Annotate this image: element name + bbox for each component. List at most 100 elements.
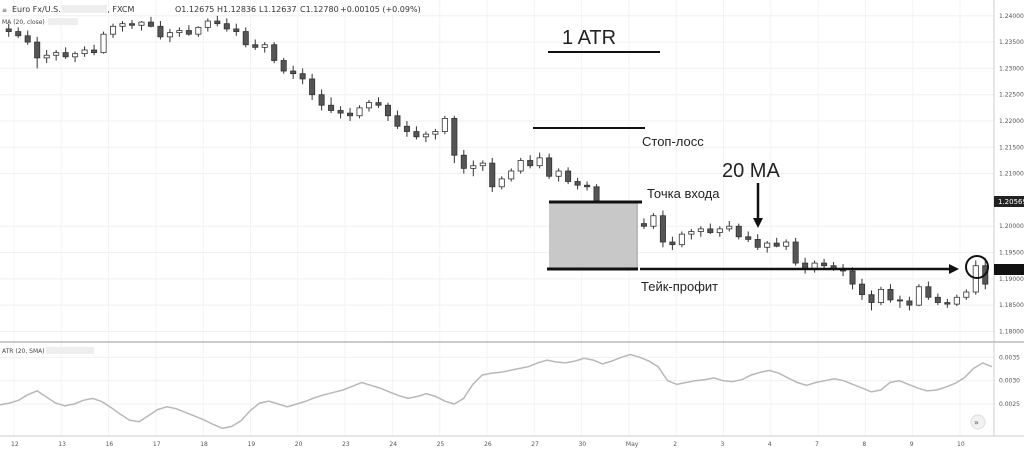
candle-body xyxy=(650,215,657,227)
candle-body xyxy=(849,270,856,285)
price-tick-label: 1.21500 xyxy=(999,144,1024,151)
atr-tick-label: 0.0025 xyxy=(999,401,1020,408)
candle-body xyxy=(688,231,695,235)
candle-body xyxy=(925,286,932,298)
candle-body xyxy=(432,131,439,135)
candle-body xyxy=(697,228,704,232)
price-tick-label: 1.19500 xyxy=(999,250,1024,257)
ohlc-change: +0.00105 (+0.09%) xyxy=(340,5,421,14)
time-tick-label: 25 xyxy=(437,441,445,448)
time-tick-label: 10 xyxy=(957,441,965,448)
candle-body xyxy=(233,28,240,32)
time-tick-label: 27 xyxy=(531,441,539,448)
time-tick-label: May xyxy=(626,441,639,448)
stop-loss-label: Стоп-лосс xyxy=(642,134,704,149)
candle-body xyxy=(119,23,126,27)
price-tick-label: 1.24000 xyxy=(999,13,1024,20)
candle-body xyxy=(451,117,458,156)
candle-body xyxy=(773,242,780,247)
candle-body xyxy=(384,104,391,117)
take-profit-arrowhead xyxy=(949,264,959,274)
candle-body xyxy=(489,162,496,188)
candle-body xyxy=(640,223,647,227)
candle-body xyxy=(508,170,515,180)
candle-body xyxy=(403,125,410,132)
candle-body xyxy=(271,44,278,61)
ma-toolbar-icons[interactable] xyxy=(48,18,78,25)
time-tick-label: 20 xyxy=(295,441,303,448)
candle-body xyxy=(565,170,572,182)
candle-body xyxy=(318,94,325,106)
candle-body xyxy=(821,262,828,267)
scroll-forward-button[interactable] xyxy=(970,414,986,430)
atr-tick-label: 0.0035 xyxy=(999,354,1020,361)
ohlc-low: L1.12637 xyxy=(259,5,297,14)
atr-price-axis[interactable]: 0.0035 0.0030 0.0025 xyxy=(993,342,1020,436)
candle-body xyxy=(128,23,135,26)
candle-body xyxy=(887,288,894,301)
candle-body xyxy=(5,28,12,32)
candle-body xyxy=(394,115,401,127)
candle-body xyxy=(356,107,363,117)
candle-body xyxy=(659,215,666,243)
candle-body xyxy=(223,23,230,30)
price-tick-label: 1.18500 xyxy=(999,302,1024,309)
atr-tick-label: 0.0030 xyxy=(999,378,1020,385)
time-tick-label: 8 xyxy=(862,441,866,448)
candle-body xyxy=(100,33,107,54)
trade-annotations: 1 ATR Стоп-лосс Точка входа Тейк-профит … xyxy=(533,27,989,294)
price-tick-label: 1.20000 xyxy=(999,223,1024,230)
candle-body xyxy=(745,236,752,240)
candle-body xyxy=(498,178,505,188)
time-tick-label: 7 xyxy=(815,441,819,448)
price-tick-label: 1.21000 xyxy=(999,171,1024,178)
candle-body xyxy=(555,170,562,177)
candle-body xyxy=(669,241,676,246)
candle-body xyxy=(460,154,467,169)
candle-body xyxy=(716,228,723,233)
candle-body xyxy=(280,60,287,72)
highlight-circle xyxy=(965,255,989,279)
candle-body xyxy=(309,78,316,96)
chart-header: ≡ Euro Fx/U.S. Dollar, 240, FXCM O1.1267… xyxy=(2,5,421,26)
candle-body xyxy=(347,112,354,117)
entry-label: Точка входа xyxy=(647,186,720,201)
time-tick-label: 18 xyxy=(200,441,208,448)
candle-body xyxy=(375,102,382,106)
atr-annotation: 1 ATR xyxy=(562,27,616,49)
candle-body xyxy=(707,228,714,233)
price-tick-label: 1.18000 xyxy=(999,328,1024,335)
candle-body xyxy=(953,296,960,305)
time-tick-label: 30 xyxy=(579,441,587,448)
ohlc-high: H1.12836 xyxy=(217,5,256,14)
risk-box xyxy=(549,202,637,269)
candle-body xyxy=(337,110,344,114)
candle-body xyxy=(422,133,429,138)
time-tick-label: 12 xyxy=(11,441,19,448)
take-profit-label: Тейк-профит xyxy=(641,279,718,294)
candle-body xyxy=(214,20,221,25)
candle-body xyxy=(764,242,771,248)
candle-body xyxy=(290,70,297,75)
candle-body xyxy=(802,262,809,269)
atr-toolbar-icons[interactable] xyxy=(46,347,94,354)
candle-body xyxy=(15,31,22,37)
candle-body xyxy=(536,157,543,167)
header-toolbar-icons[interactable] xyxy=(62,5,107,13)
ma-indicator-label: MA (20, close) xyxy=(2,19,45,26)
candle-body xyxy=(546,157,553,177)
price-axis[interactable]: 1.24000 1.23500 1.23000 1.22500 1.22000 1.215… xyxy=(993,0,1024,342)
time-axis[interactable]: 12 13 16 17 18 19 20 23 24 25 26 27 30 May 2 3 4 7 8 9 10 xyxy=(11,441,965,448)
candle-body xyxy=(584,184,591,188)
ohlc-close: C1.12780 xyxy=(300,5,339,14)
candle-body xyxy=(915,286,922,306)
candlestick-series xyxy=(5,15,989,311)
menu-icon[interactable]: ≡ xyxy=(2,7,7,14)
price-tick-label: 1.19000 xyxy=(999,276,1024,283)
candle-body xyxy=(413,131,420,138)
candle-body xyxy=(81,49,88,55)
time-tick-label: 9 xyxy=(910,441,914,448)
candle-body xyxy=(441,117,448,132)
candle-body xyxy=(138,21,145,26)
